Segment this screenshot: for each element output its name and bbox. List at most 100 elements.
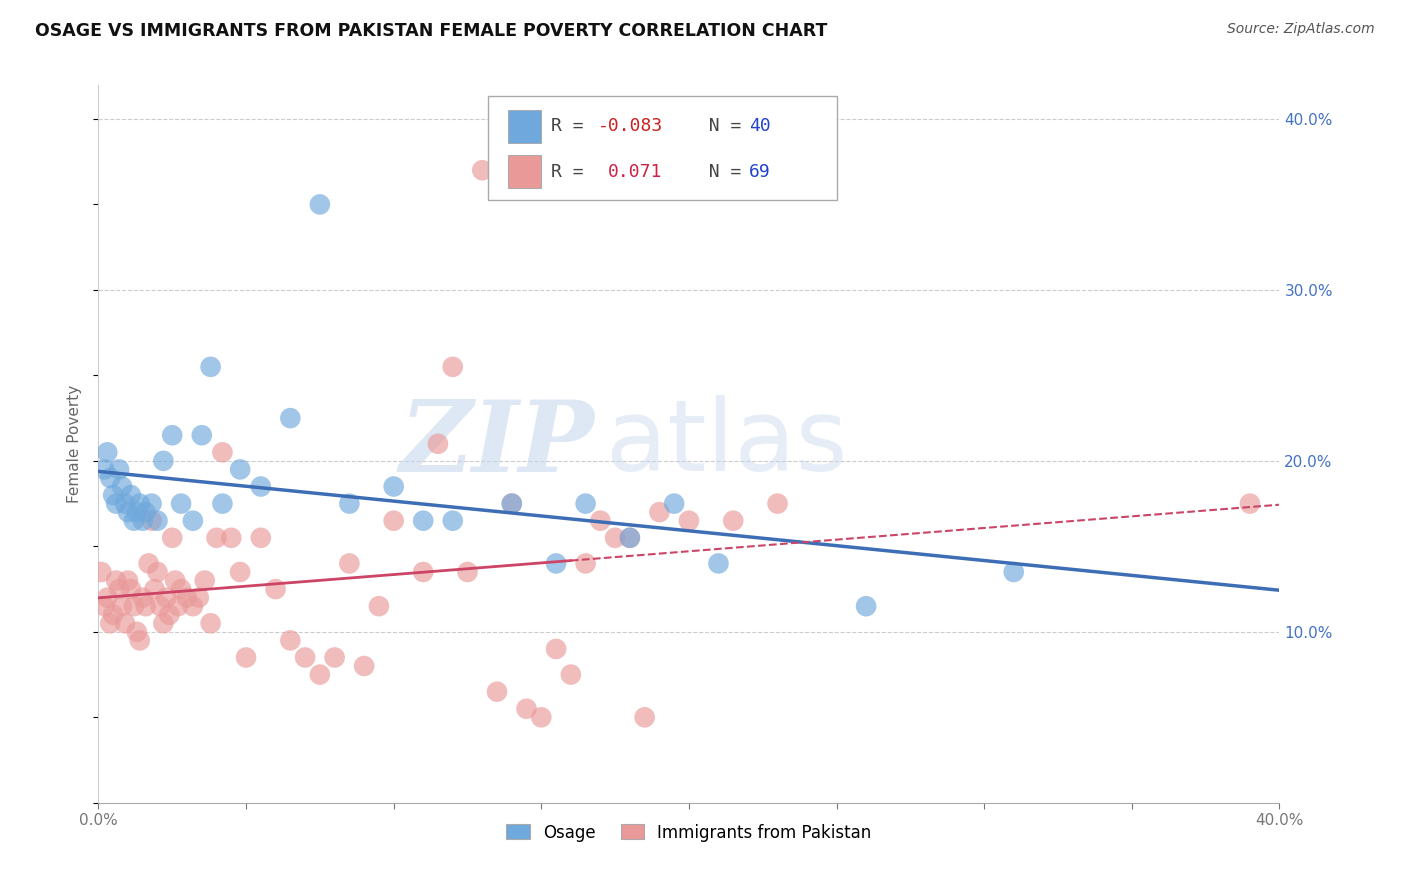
Text: 40: 40	[749, 117, 770, 136]
Point	[211, 497, 233, 511]
Point	[141, 497, 163, 511]
Point	[678, 514, 700, 528]
Text: ZIP: ZIP	[399, 395, 595, 492]
Point	[235, 650, 257, 665]
Point	[141, 514, 163, 528]
Point	[412, 514, 434, 528]
Point	[501, 497, 523, 511]
Legend: Osage, Immigrants from Pakistan: Osage, Immigrants from Pakistan	[499, 817, 879, 848]
Text: R =: R =	[551, 117, 595, 136]
Point	[111, 599, 134, 614]
Point	[108, 462, 131, 476]
Point	[589, 514, 612, 528]
Point	[125, 505, 148, 519]
Text: atlas: atlas	[606, 395, 848, 492]
Point	[457, 565, 479, 579]
Point	[111, 479, 134, 493]
Point	[105, 497, 128, 511]
Point	[382, 514, 405, 528]
Point	[93, 462, 115, 476]
Text: -0.083: -0.083	[598, 117, 664, 136]
Point	[117, 574, 139, 588]
Point	[165, 574, 187, 588]
Point	[546, 557, 568, 571]
Point	[339, 497, 361, 511]
Point	[93, 599, 115, 614]
Point	[280, 633, 302, 648]
Point	[766, 497, 789, 511]
Text: N =: N =	[686, 117, 752, 136]
Point	[132, 591, 155, 605]
Point	[575, 497, 598, 511]
Point	[516, 702, 538, 716]
Point	[855, 599, 877, 614]
Point	[122, 514, 145, 528]
Point	[280, 411, 302, 425]
Point	[530, 710, 553, 724]
Point	[143, 582, 166, 596]
Point	[170, 582, 193, 596]
Point	[120, 488, 142, 502]
FancyBboxPatch shape	[508, 155, 541, 188]
Point	[128, 633, 150, 648]
Point	[382, 479, 405, 493]
Text: R =: R =	[551, 163, 595, 181]
Point	[664, 497, 686, 511]
Point	[162, 428, 183, 442]
Point	[98, 616, 121, 631]
Point	[546, 642, 568, 657]
Point	[707, 557, 730, 571]
Point	[146, 565, 169, 579]
Point	[194, 574, 217, 588]
Point	[412, 565, 434, 579]
Point	[135, 599, 157, 614]
Point	[427, 436, 450, 450]
Point	[309, 197, 332, 211]
Point	[149, 599, 172, 614]
Point	[90, 565, 112, 579]
Point	[187, 591, 209, 605]
Text: 0.071: 0.071	[607, 163, 662, 181]
Point	[152, 616, 174, 631]
Point	[108, 582, 131, 596]
Point	[486, 684, 509, 698]
Point	[723, 514, 745, 528]
Point	[264, 582, 287, 596]
Point	[98, 471, 121, 485]
Point	[501, 497, 523, 511]
Point	[221, 531, 243, 545]
Point	[152, 454, 174, 468]
Point	[103, 488, 125, 502]
Point	[648, 505, 671, 519]
Point	[441, 514, 464, 528]
Point	[560, 667, 582, 681]
Text: N =: N =	[686, 163, 752, 181]
Point	[605, 531, 627, 545]
Point	[205, 531, 228, 545]
Text: OSAGE VS IMMIGRANTS FROM PAKISTAN FEMALE POVERTY CORRELATION CHART: OSAGE VS IMMIGRANTS FROM PAKISTAN FEMALE…	[35, 22, 828, 40]
Point	[103, 607, 125, 622]
Point	[339, 557, 361, 571]
Point	[162, 531, 183, 545]
Text: 69: 69	[749, 163, 770, 181]
Point	[132, 514, 155, 528]
FancyBboxPatch shape	[488, 95, 837, 200]
Point	[125, 624, 148, 639]
Point	[200, 359, 222, 374]
Point	[200, 616, 222, 631]
Y-axis label: Female Poverty: Female Poverty	[67, 384, 83, 503]
Point	[105, 574, 128, 588]
Point	[634, 710, 657, 724]
FancyBboxPatch shape	[508, 110, 541, 143]
Point	[191, 428, 214, 442]
Point	[353, 659, 375, 673]
Point	[294, 650, 316, 665]
Point	[211, 445, 233, 459]
Point	[368, 599, 391, 614]
Point	[181, 599, 204, 614]
Point	[229, 462, 252, 476]
Point	[229, 565, 252, 579]
Point	[176, 591, 198, 605]
Point	[120, 582, 142, 596]
Point	[250, 531, 273, 545]
